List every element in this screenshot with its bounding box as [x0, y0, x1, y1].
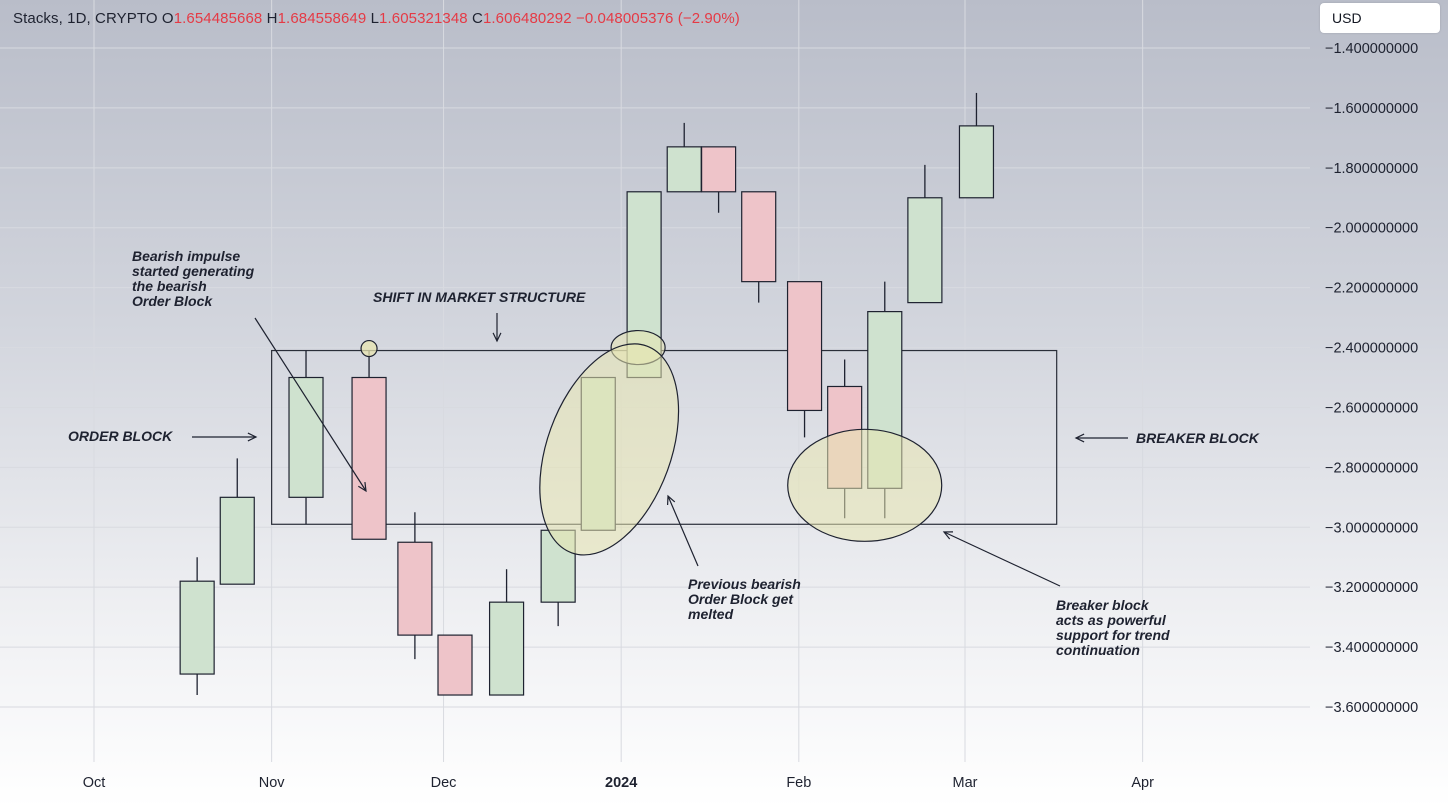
support-note: Breaker block acts as powerful support f… — [1056, 597, 1170, 658]
x-tick-label: Apr — [1131, 775, 1154, 791]
y-tick-label: −3.400000000 — [1325, 640, 1418, 656]
high-label: H — [266, 10, 278, 27]
open-value: 1.654485668 — [173, 10, 263, 27]
y-tick-label: −3.600000000 — [1325, 700, 1418, 716]
support-arrow — [942, 531, 1061, 587]
melted-ellipse — [539, 343, 680, 556]
melted-note: Previous bearish Order Block get melted — [688, 576, 801, 622]
close-value: 1.606480292 — [482, 10, 572, 27]
candle — [907, 164, 943, 304]
x-tick-label: Dec — [431, 775, 457, 791]
change-value: −0.048005376 (−2.90%) — [575, 10, 740, 27]
bullish-candle-body — [907, 197, 943, 304]
candle — [351, 350, 387, 540]
y-tick-label: −1.400000000 — [1325, 41, 1418, 57]
arrow-head — [247, 432, 258, 442]
y-tick-label: −1.600000000 — [1325, 101, 1418, 117]
arrow-head — [1074, 433, 1085, 443]
close-label: C — [472, 10, 483, 27]
impulse-arrow — [254, 317, 367, 493]
bearish-candle-body — [397, 541, 433, 636]
arrow-head — [942, 531, 954, 540]
bullish-candle-body — [288, 376, 324, 498]
arrow-head — [666, 494, 676, 506]
bullish-candle-body — [179, 580, 215, 675]
open-label: O — [161, 10, 174, 27]
shift-note: SHIFT IN MARKET STRUCTURE — [373, 289, 586, 305]
currency-label: USD — [1332, 10, 1362, 26]
candle — [397, 512, 433, 660]
high-value: 1.684558649 — [277, 10, 367, 27]
x-tick-label: Feb — [786, 775, 811, 791]
bearish-impulse-note: Bearish impulse started generating the b… — [132, 248, 255, 309]
bearish-candle-body — [351, 376, 387, 540]
high-circle — [360, 339, 378, 358]
candle — [666, 122, 702, 193]
candle — [488, 569, 525, 696]
candle — [786, 281, 823, 438]
candle — [437, 634, 473, 696]
low-label: L — [370, 10, 380, 27]
annotation-overlays — [192, 313, 1128, 587]
candle — [700, 146, 737, 213]
arrow-shaft — [943, 531, 1061, 587]
arrow-shaft — [667, 495, 699, 567]
bullish-candle-body — [958, 125, 995, 199]
symbol-name: Stacks, 1D, CRYPTO — [13, 10, 158, 27]
currency-selector[interactable]: USD — [1320, 3, 1440, 33]
y-tick-label: −1.800000000 — [1325, 161, 1418, 177]
bearish-candle-body — [700, 146, 737, 193]
x-tick-label: Mar — [953, 775, 978, 791]
bullish-candle-body — [488, 601, 525, 696]
y-tick-label: −2.000000000 — [1325, 221, 1418, 237]
y-tick-label: −2.200000000 — [1325, 281, 1418, 297]
candle — [741, 191, 777, 303]
candle — [288, 350, 324, 525]
order-block-arrow — [192, 432, 258, 442]
bearish-candle-body — [437, 634, 473, 696]
y-tick-label: −2.800000000 — [1325, 460, 1418, 476]
melted-arrow — [666, 494, 699, 567]
shift-arrow — [492, 313, 502, 343]
breaker-block-label: BREAKER BLOCK — [1136, 430, 1259, 446]
candle — [219, 458, 255, 585]
bearish-candle-body — [786, 281, 823, 412]
x-tick-label: 2024 — [605, 775, 637, 791]
y-tick-label: −2.400000000 — [1325, 341, 1418, 357]
y-tick-label: −3.000000000 — [1325, 520, 1418, 536]
axes: −1.400000000 −1.600000000 −1.800000000 −2.0… — [83, 41, 1418, 791]
low-value: 1.605321348 — [379, 10, 468, 27]
candle — [179, 557, 215, 696]
arrow-head — [492, 332, 502, 343]
bullish-candle-body — [219, 496, 255, 585]
bearish-candle-body — [741, 191, 777, 283]
breaker-ellipse — [787, 428, 943, 542]
candle — [958, 92, 995, 199]
bullish-candle-body — [666, 146, 702, 193]
symbol-header: Stacks, 1D, CRYPTO O1.654485668 H1.68455… — [13, 10, 740, 27]
y-tick-label: −2.600000000 — [1325, 400, 1418, 416]
arrow-head — [358, 481, 367, 493]
breaker-block-arrow — [1074, 433, 1128, 443]
y-tick-label: −3.200000000 — [1325, 580, 1418, 596]
arrow-shaft — [254, 317, 367, 492]
x-tick-label: Nov — [259, 775, 286, 791]
order-block-label: ORDER BLOCK — [68, 428, 173, 444]
x-tick-label: Oct — [83, 775, 106, 791]
